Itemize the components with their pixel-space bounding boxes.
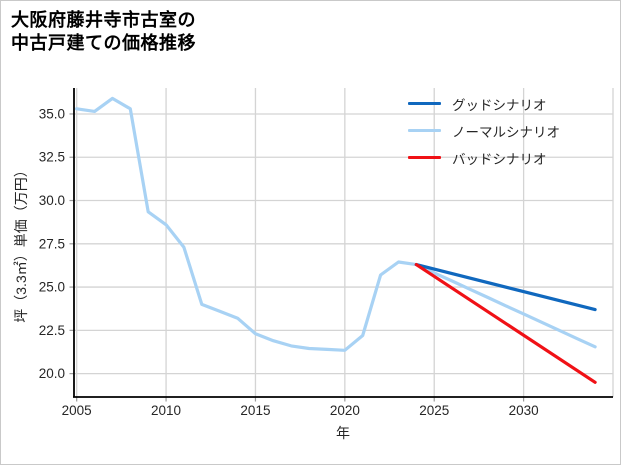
series-line-bad <box>414 263 597 384</box>
x-tick-label: 2010 <box>151 403 181 418</box>
chart-title-line-2: 中古戸建ての価格推移 <box>11 33 196 53</box>
legend-item-bad: バッドシナリオ <box>408 144 560 171</box>
x-tick-label: 2020 <box>330 403 360 418</box>
x-tick-label: 2025 <box>419 403 449 418</box>
x-tick-label: 2030 <box>509 403 539 418</box>
series-line-good <box>414 263 597 312</box>
legend-line-good <box>408 102 441 105</box>
chart-title-line-1: 大阪府藤井寺市古室の <box>11 10 196 30</box>
x-axis-label: 年 <box>336 425 350 441</box>
y-tick-label: 30.0 <box>39 193 65 208</box>
legend-line-bad <box>408 156 441 159</box>
legend-label-good: グッドシナリオ <box>452 97 547 113</box>
y-tick-label: 25.0 <box>39 280 65 295</box>
x-tick-label: 2005 <box>62 403 92 418</box>
legend-item-normal: ノーマルシナリオ <box>408 117 560 144</box>
y-tick-label: 27.5 <box>39 236 65 251</box>
y-tick-label: 20.0 <box>39 366 65 381</box>
legend-item-good: グッドシナリオ <box>408 90 560 117</box>
x-tick-label: 2015 <box>240 403 270 418</box>
y-axis-label: 坪（3.3㎡）単価（万円） <box>13 163 29 323</box>
y-tick-label: 32.5 <box>39 150 65 165</box>
legend: グッドシナリオ ノーマルシナリオ バッドシナリオ <box>408 90 560 171</box>
legend-label-bad: バッドシナリオ <box>452 151 547 167</box>
legend-line-normal <box>408 129 441 132</box>
chart-title: 大阪府藤井寺市古室の 中古戸建ての価格推移 <box>11 9 196 55</box>
series-line-normal <box>75 96 597 352</box>
y-tick-label: 35.0 <box>39 106 65 121</box>
y-tick-label: 22.5 <box>39 323 65 338</box>
legend-label-normal: ノーマルシナリオ <box>452 124 560 140</box>
